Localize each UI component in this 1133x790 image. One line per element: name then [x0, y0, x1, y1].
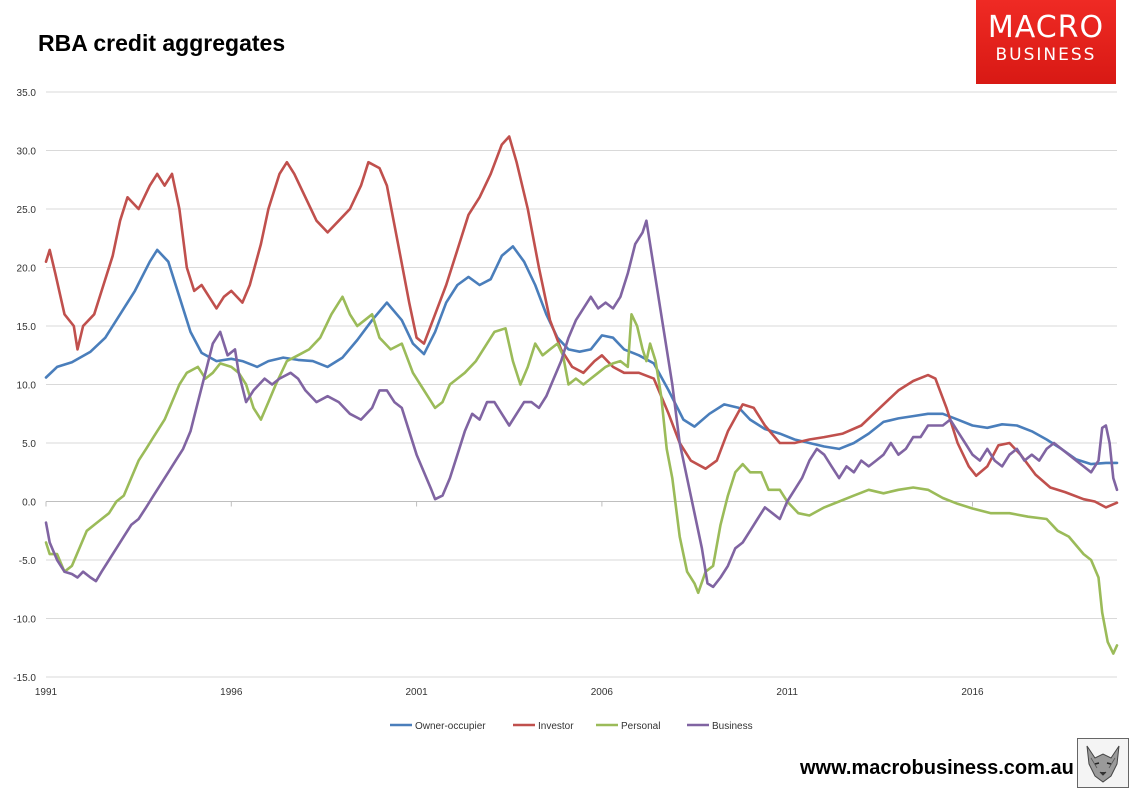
- y-tick-label: -10.0: [13, 615, 36, 626]
- y-tick-label: 15.0: [17, 322, 37, 333]
- y-tick-label: 35.0: [17, 88, 37, 99]
- series-line-business: [44, 219, 1119, 589]
- legend-label: Business: [712, 721, 753, 732]
- x-tick-label: 1996: [220, 687, 243, 698]
- logo-line2: BUSINESS: [995, 45, 1097, 65]
- wolf-logo-icon: [1077, 738, 1129, 788]
- y-tick-label: 25.0: [17, 205, 37, 216]
- x-tick-label: 2001: [405, 687, 428, 698]
- x-tick-label: 2016: [961, 687, 984, 698]
- legend-label: Investor: [538, 721, 574, 732]
- y-tick-label: 0.0: [22, 498, 36, 509]
- x-tick-label: 2011: [776, 687, 798, 698]
- y-tick-label: -5.0: [19, 556, 37, 567]
- x-axis-ticks: 1991 1996 2001 2006 2011 2016: [35, 687, 984, 698]
- y-tick-label: 30.0: [17, 147, 37, 158]
- series-line-investor: [44, 135, 1119, 509]
- site-url: www.macrobusiness.com.au: [800, 757, 1074, 779]
- y-axis-ticks: 35.0 30.0 25.0 20.0 15.0 10.0 5.0 0.0 -5.0 -10.0 -…: [13, 88, 36, 684]
- y-tick-label: 20.0: [17, 264, 37, 275]
- y-tick-label: 10.0: [17, 381, 37, 392]
- x-tick-label: 1991: [35, 687, 58, 698]
- series-lines: [44, 135, 1119, 655]
- legend-label: Owner-occupier: [415, 721, 486, 732]
- series-line-personal: [44, 295, 1119, 655]
- x-tick-label: 2006: [591, 687, 614, 698]
- y-tick-label: 5.0: [22, 439, 36, 450]
- chart-title: RBA credit aggregates: [38, 30, 286, 56]
- legend-label: Personal: [621, 721, 660, 732]
- macrobusiness-logo: MACRO BUSINESS: [976, 0, 1116, 84]
- legend: Owner-occupier Investor Personal Business: [390, 721, 753, 732]
- logo-line1: MACRO: [987, 10, 1105, 45]
- y-tick-label: -15.0: [13, 673, 36, 684]
